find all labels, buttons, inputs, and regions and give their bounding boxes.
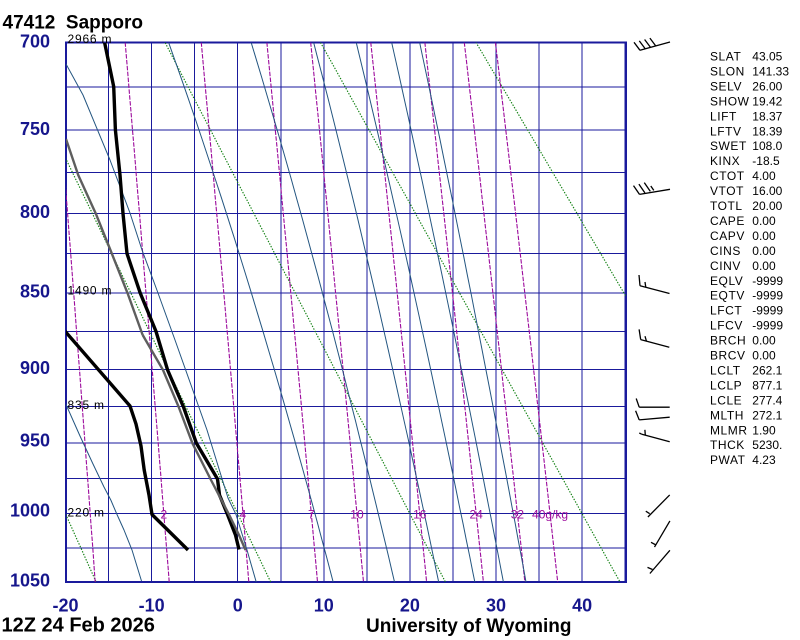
svg-text:18.37: 18.37	[752, 109, 782, 123]
svg-text:12Z 24 Feb 2026: 12Z 24 Feb 2026	[2, 614, 155, 636]
svg-text:1490 m: 1490 m	[68, 284, 113, 298]
svg-text:20.00: 20.00	[752, 199, 782, 213]
svg-text:0.00: 0.00	[752, 259, 776, 273]
svg-text:4: 4	[240, 507, 247, 521]
svg-text:1000: 1000	[10, 501, 50, 521]
svg-text:KINX: KINX	[710, 154, 740, 168]
svg-text:220 m: 220 m	[68, 506, 105, 520]
svg-text:SWET: SWET	[710, 139, 747, 153]
svg-text:SLON: SLON	[710, 64, 745, 78]
svg-text:MLMR: MLMR	[710, 423, 748, 437]
svg-text:141.33: 141.33	[752, 64, 789, 78]
svg-text:LCLE: LCLE	[710, 393, 742, 407]
svg-text:-10: -10	[139, 595, 165, 615]
svg-text:BRCV: BRCV	[710, 349, 746, 363]
svg-text:800: 800	[20, 202, 50, 222]
svg-text:262.1: 262.1	[752, 363, 782, 377]
svg-text:16: 16	[413, 507, 427, 521]
svg-text:TOTL: TOTL	[710, 199, 743, 213]
svg-text:CINS: CINS	[710, 244, 741, 258]
svg-text:VTOT: VTOT	[710, 184, 744, 198]
svg-text:CAPE: CAPE	[710, 214, 745, 228]
svg-text:5230.: 5230.	[752, 438, 782, 452]
svg-text:30: 30	[486, 595, 506, 615]
svg-text:-18.5: -18.5	[752, 154, 780, 168]
svg-text:108.0: 108.0	[752, 139, 782, 153]
svg-text:750: 750	[20, 119, 50, 139]
svg-text:-9999: -9999	[752, 289, 783, 303]
svg-text:THCK: THCK	[710, 438, 745, 452]
svg-text:LCLT: LCLT	[710, 363, 741, 377]
svg-text:40g/kg: 40g/kg	[532, 507, 568, 521]
svg-text:16.00: 16.00	[752, 184, 782, 198]
svg-text:LFTV: LFTV	[710, 124, 742, 138]
svg-text:EQTV: EQTV	[710, 289, 745, 303]
svg-text:26.00: 26.00	[752, 79, 782, 93]
svg-text:0.00: 0.00	[752, 349, 776, 363]
svg-text:LFCV: LFCV	[710, 319, 743, 333]
svg-text:CAPV: CAPV	[710, 229, 745, 243]
svg-text:CTOT: CTOT	[710, 169, 745, 183]
svg-text:7: 7	[308, 507, 315, 521]
svg-text:LCLP: LCLP	[710, 378, 742, 392]
svg-text:LIFT: LIFT	[710, 109, 737, 123]
svg-text:-9999: -9999	[752, 304, 783, 318]
svg-text:2: 2	[160, 507, 167, 521]
svg-text:32: 32	[511, 507, 525, 521]
svg-text:0.00: 0.00	[752, 334, 776, 348]
svg-text:4.23: 4.23	[752, 453, 776, 467]
svg-text:-20: -20	[52, 595, 78, 615]
svg-text:LFCT: LFCT	[710, 304, 742, 318]
svg-text:700: 700	[20, 32, 50, 52]
svg-text:20: 20	[400, 595, 420, 615]
svg-text:18.39: 18.39	[752, 124, 782, 138]
svg-text:0: 0	[233, 595, 243, 615]
svg-text:1.90: 1.90	[752, 423, 776, 437]
svg-text:CINV: CINV	[710, 259, 741, 273]
svg-text:University of Wyoming: University of Wyoming	[366, 616, 572, 637]
svg-text:BRCH: BRCH	[710, 334, 746, 348]
svg-text:272.1: 272.1	[752, 408, 782, 422]
svg-text:-9999: -9999	[752, 274, 783, 288]
svg-text:SELV: SELV	[710, 79, 742, 93]
svg-text:EQLV: EQLV	[710, 274, 743, 288]
svg-text:40: 40	[572, 595, 592, 615]
svg-text:10: 10	[350, 507, 364, 521]
svg-text:47412 Sapporo: 47412 Sapporo	[3, 12, 143, 33]
svg-text:4.00: 4.00	[752, 169, 776, 183]
svg-text:950: 950	[20, 431, 50, 451]
svg-text:835 m: 835 m	[68, 398, 105, 412]
svg-text:24: 24	[470, 507, 484, 521]
svg-text:PWAT: PWAT	[710, 453, 746, 467]
svg-text:850: 850	[20, 282, 50, 302]
svg-text:-9999: -9999	[752, 319, 783, 333]
svg-text:19.42: 19.42	[752, 94, 782, 108]
svg-text:277.4: 277.4	[752, 393, 782, 407]
svg-text:877.1: 877.1	[752, 378, 782, 392]
svg-text:0.00: 0.00	[752, 229, 776, 243]
svg-text:43.05: 43.05	[752, 50, 782, 64]
svg-text:MLTH: MLTH	[710, 408, 744, 422]
svg-text:900: 900	[20, 358, 50, 378]
svg-text:1050: 1050	[10, 571, 50, 591]
svg-text:SLAT: SLAT	[710, 50, 741, 64]
svg-text:SHOW: SHOW	[710, 94, 750, 108]
svg-text:0.00: 0.00	[752, 214, 776, 228]
svg-text:10: 10	[314, 595, 334, 615]
svg-text:2966 m: 2966 m	[68, 32, 113, 46]
svg-text:0.00: 0.00	[752, 244, 776, 258]
